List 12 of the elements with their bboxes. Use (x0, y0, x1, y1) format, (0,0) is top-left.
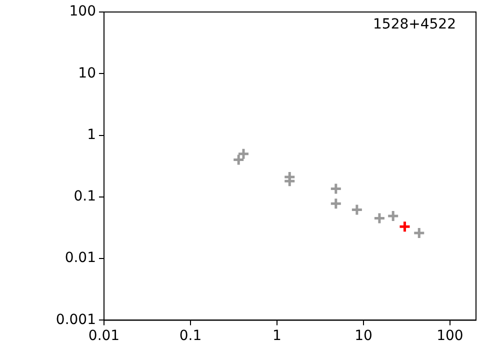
x-tick-label: 100 (436, 328, 464, 344)
y-tick-label: 0.01 (64, 250, 96, 266)
annotation: 1528+4522 (373, 16, 456, 33)
x-tick-label: 1 (272, 328, 282, 344)
y-tick-label: 0.1 (74, 188, 96, 205)
x-tick-label: 10 (354, 328, 372, 344)
y-tick-label: 0.001 (56, 312, 96, 328)
x-tick-label: 0.1 (179, 328, 202, 344)
y-tick-label: 100 (69, 4, 96, 20)
x-tick-label: 0.01 (88, 328, 120, 344)
y-tick-label: 10 (78, 65, 96, 82)
y-tick-label: 1 (87, 126, 96, 143)
